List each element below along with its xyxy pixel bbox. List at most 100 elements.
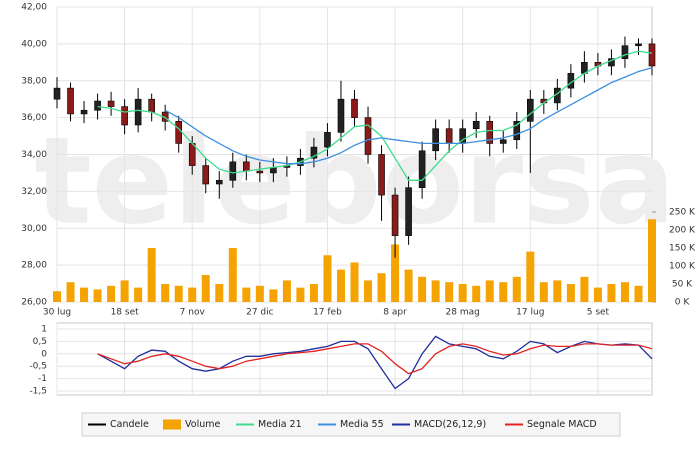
candle-body xyxy=(432,128,439,152)
candle-body xyxy=(418,150,426,188)
candle-body xyxy=(472,121,480,129)
volume-bar xyxy=(242,287,251,302)
candle-body xyxy=(337,98,345,133)
macd-panel xyxy=(56,322,653,396)
volume-bar xyxy=(607,284,616,302)
x-tick-label: 17 feb xyxy=(313,308,342,318)
x-tick-label: 17 lug xyxy=(516,308,544,318)
macd-line xyxy=(97,343,653,375)
x-tick-label: 30 lug xyxy=(43,308,71,318)
candle-body xyxy=(229,161,237,181)
y-tick-label: 34,00 xyxy=(21,150,47,160)
candle-body xyxy=(378,154,385,196)
volume-bar xyxy=(107,285,116,302)
macd-tick-label: -0,5 xyxy=(29,362,47,372)
macd-tick-label: 1 xyxy=(41,325,47,335)
candle-body xyxy=(148,98,155,113)
volume-bar xyxy=(147,248,156,302)
volume-bar xyxy=(350,262,359,302)
volume-bar xyxy=(526,251,535,302)
y2-tick-label: 200 K xyxy=(669,226,696,236)
volume-bar xyxy=(499,282,508,302)
volume-bar xyxy=(255,285,264,302)
candle-body xyxy=(391,194,399,236)
legend-label: Volume xyxy=(185,419,220,430)
candle-body xyxy=(107,100,115,107)
x-tick-label: 27 dic xyxy=(246,308,274,318)
x-tick-label: 7 nov xyxy=(180,308,206,318)
legend-items: Candele Volume Media 21 Media 55 MACD(26,12,… xyxy=(88,419,597,430)
macd-tick-label: -1,5 xyxy=(29,387,47,397)
moving-average xyxy=(97,50,653,181)
legend-label: Media 55 xyxy=(340,419,384,430)
volume-bar xyxy=(566,284,575,302)
macd-line xyxy=(97,335,653,390)
candle-body xyxy=(445,128,453,144)
y-tick-label: 28,00 xyxy=(21,261,47,271)
volume-bar xyxy=(458,284,467,302)
candle-body xyxy=(94,100,101,111)
volume-bar xyxy=(296,287,305,302)
legend-swatch xyxy=(163,419,181,430)
candle-body xyxy=(513,121,521,141)
volume-bar xyxy=(445,282,454,302)
y-tick-label: 36,00 xyxy=(21,113,47,123)
volume-bar xyxy=(336,269,345,302)
x-tick-label: 8 apr xyxy=(383,308,407,318)
volume-bar xyxy=(580,276,589,302)
candle-body xyxy=(53,87,61,100)
y-tick-label: 32,00 xyxy=(21,187,47,197)
legend-label: MACD(26,12,9) xyxy=(414,419,486,430)
watermark: teleborsa xyxy=(34,113,675,252)
volume-bar xyxy=(404,269,413,302)
y2-tick-label: 50 K xyxy=(672,280,693,290)
volume-bar xyxy=(188,287,197,302)
y-tick-label: 42,00 xyxy=(21,3,47,13)
candle-body xyxy=(134,98,142,126)
candle-body xyxy=(215,180,223,185)
x-tick-label: 28 mag xyxy=(446,308,480,318)
volume-bar xyxy=(134,287,143,302)
candle-body xyxy=(310,146,318,159)
volume-bar xyxy=(309,284,318,302)
candle-body xyxy=(486,121,494,144)
volume-bar xyxy=(485,280,494,302)
volume-bar xyxy=(201,275,210,302)
candle-body xyxy=(202,165,210,185)
volume-bar xyxy=(620,282,629,302)
y2-tick-label: 150 K xyxy=(669,244,696,254)
volume-bar xyxy=(53,291,61,302)
candle-body xyxy=(324,132,331,148)
volume-bar xyxy=(634,285,643,302)
volume-bar xyxy=(418,276,427,302)
volume-bar xyxy=(512,276,521,302)
volume-bar xyxy=(364,280,373,302)
legend xyxy=(81,412,621,437)
candle-body xyxy=(526,98,534,122)
volume-bar xyxy=(215,284,224,302)
macd-tick-label: 0 xyxy=(41,349,47,359)
volume-bar xyxy=(539,282,548,302)
volume-bar xyxy=(66,282,75,302)
volume-bar xyxy=(282,280,291,302)
candle-body xyxy=(121,106,128,126)
volume-bar xyxy=(377,273,386,302)
volume-bar xyxy=(80,287,89,302)
volume-bar xyxy=(269,289,278,302)
y2-tick-label: 100 K xyxy=(669,262,696,272)
volume-bar xyxy=(391,244,400,302)
candle-body xyxy=(621,45,629,59)
y-tick-label: 40,00 xyxy=(21,39,47,49)
volume-bar xyxy=(323,255,332,302)
y2-tick-label: 0 K xyxy=(675,298,691,308)
volume-bar xyxy=(120,280,129,302)
candle-body xyxy=(499,139,507,144)
volume-bar xyxy=(553,280,562,302)
y-tick-label: 38,00 xyxy=(21,76,47,86)
legend-label: Candele xyxy=(110,419,149,430)
candle-body xyxy=(351,98,358,118)
y-tick-label: 30,00 xyxy=(21,224,47,234)
volume-bar xyxy=(161,284,170,302)
volume-bar xyxy=(648,219,656,302)
